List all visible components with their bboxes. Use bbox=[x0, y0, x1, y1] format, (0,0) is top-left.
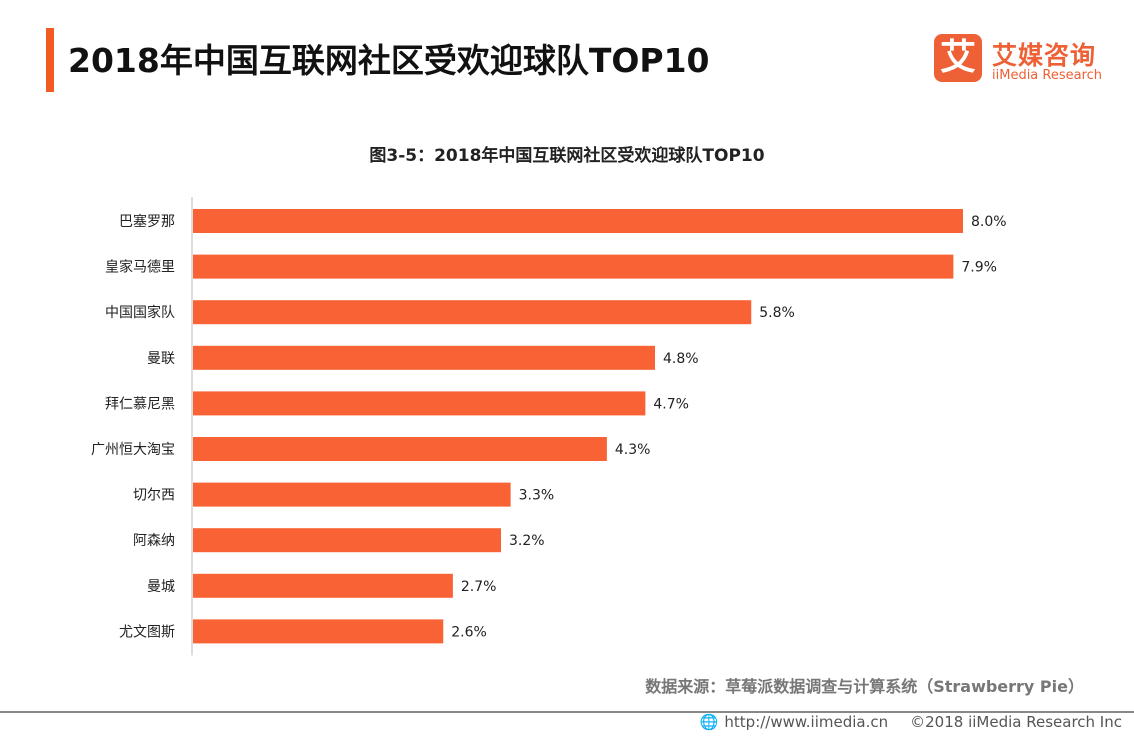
data-label: 4.7% bbox=[653, 396, 689, 412]
bar bbox=[193, 437, 607, 461]
category-label: 皇家马德里 bbox=[105, 259, 175, 276]
data-label: 5.8% bbox=[759, 305, 795, 321]
category-label: 巴塞罗那 bbox=[119, 213, 175, 230]
data-label: 7.9% bbox=[961, 260, 997, 276]
bar bbox=[193, 482, 511, 507]
globe-icon: 🌐 bbox=[699, 713, 719, 731]
data-label: 8.0% bbox=[971, 214, 1007, 230]
logo-mark: 艾 bbox=[934, 34, 982, 82]
data-label: 4.8% bbox=[663, 351, 699, 367]
bar bbox=[193, 209, 963, 233]
logo-name-en: iiMedia Research bbox=[992, 68, 1103, 83]
data-label: 4.3% bbox=[615, 442, 651, 458]
data-source: 数据来源：草莓派数据调查与计算系统（Strawberry Pie） bbox=[645, 677, 1084, 696]
page-title: 2018年中国互联网社区受欢迎球队TOP10 bbox=[68, 41, 710, 80]
bar bbox=[193, 300, 752, 325]
data-label: 2.6% bbox=[451, 624, 487, 640]
footer-divider bbox=[0, 711, 1134, 713]
category-label: 曼联 bbox=[147, 351, 175, 367]
category-label: 切尔西 bbox=[133, 488, 175, 504]
chart-title: 图3-5：2018年中国互联网社区受欢迎球队TOP10 bbox=[369, 146, 765, 166]
bar bbox=[193, 573, 453, 598]
logo-name-cn: 艾媒咨询 bbox=[992, 41, 1097, 70]
footer-url[interactable]: http://www.iimedia.cn bbox=[724, 713, 889, 731]
footer: 🌐 http://www.iimedia.cn ©2018 iiMedia Rese… bbox=[694, 713, 1122, 731]
bar bbox=[193, 345, 655, 370]
category-label: 曼城 bbox=[147, 579, 175, 595]
category-label: 尤文图斯 bbox=[119, 624, 175, 640]
bar bbox=[193, 391, 646, 416]
footer-copyright: ©2018 iiMedia Research Inc bbox=[910, 713, 1122, 731]
bar bbox=[193, 528, 501, 553]
data-label: 2.7% bbox=[461, 579, 497, 595]
title-accent-bar bbox=[46, 28, 54, 92]
category-label: 阿森纳 bbox=[133, 533, 175, 549]
data-label: 3.2% bbox=[509, 533, 545, 549]
category-label: 拜仁慕尼黑 bbox=[105, 396, 175, 412]
category-label: 中国国家队 bbox=[105, 304, 175, 321]
category-label: 广州恒大淘宝 bbox=[91, 442, 175, 458]
bar bbox=[193, 619, 444, 644]
bar bbox=[193, 254, 954, 279]
data-label: 3.3% bbox=[519, 488, 555, 504]
